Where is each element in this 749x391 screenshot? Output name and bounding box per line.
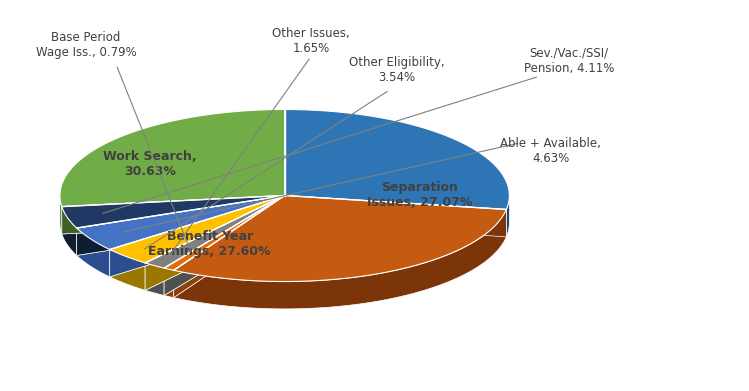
Polygon shape: [164, 268, 174, 298]
Polygon shape: [145, 196, 285, 290]
Polygon shape: [62, 206, 76, 255]
Polygon shape: [109, 249, 145, 290]
Polygon shape: [60, 196, 62, 234]
Text: Base Period
Wage Iss., 0.79%: Base Period Wage Iss., 0.79%: [36, 31, 136, 59]
Polygon shape: [60, 109, 285, 206]
Polygon shape: [145, 196, 285, 290]
Polygon shape: [285, 196, 506, 237]
Polygon shape: [285, 196, 506, 237]
Text: Other Eligibility,
3.54%: Other Eligibility, 3.54%: [349, 56, 445, 84]
Polygon shape: [76, 228, 109, 277]
Polygon shape: [109, 196, 285, 277]
Polygon shape: [145, 196, 285, 268]
Text: Benefit Year
Earnings, 27.60%: Benefit Year Earnings, 27.60%: [148, 230, 271, 258]
Polygon shape: [145, 263, 164, 296]
Polygon shape: [109, 196, 285, 263]
Text: Work Search,
30.63%: Work Search, 30.63%: [103, 150, 196, 178]
Polygon shape: [285, 109, 509, 210]
Text: Able + Available,
4.63%: Able + Available, 4.63%: [500, 136, 601, 165]
Polygon shape: [174, 210, 506, 309]
Polygon shape: [506, 196, 509, 237]
Polygon shape: [76, 196, 285, 249]
Polygon shape: [62, 196, 285, 234]
Polygon shape: [174, 196, 506, 282]
Polygon shape: [164, 196, 285, 296]
Text: Separation
Issues, 27.07%: Separation Issues, 27.07%: [367, 181, 472, 210]
Polygon shape: [62, 196, 285, 234]
Polygon shape: [76, 196, 285, 255]
Polygon shape: [174, 196, 285, 298]
Polygon shape: [76, 196, 285, 255]
Polygon shape: [164, 196, 285, 270]
Polygon shape: [62, 196, 285, 228]
Polygon shape: [109, 196, 285, 277]
Text: Other Issues,
1.65%: Other Issues, 1.65%: [272, 27, 350, 55]
Polygon shape: [164, 196, 285, 296]
Polygon shape: [174, 196, 285, 298]
Text: Sev./Vac./SSI/
Pension, 4.11%: Sev./Vac./SSI/ Pension, 4.11%: [524, 47, 614, 75]
